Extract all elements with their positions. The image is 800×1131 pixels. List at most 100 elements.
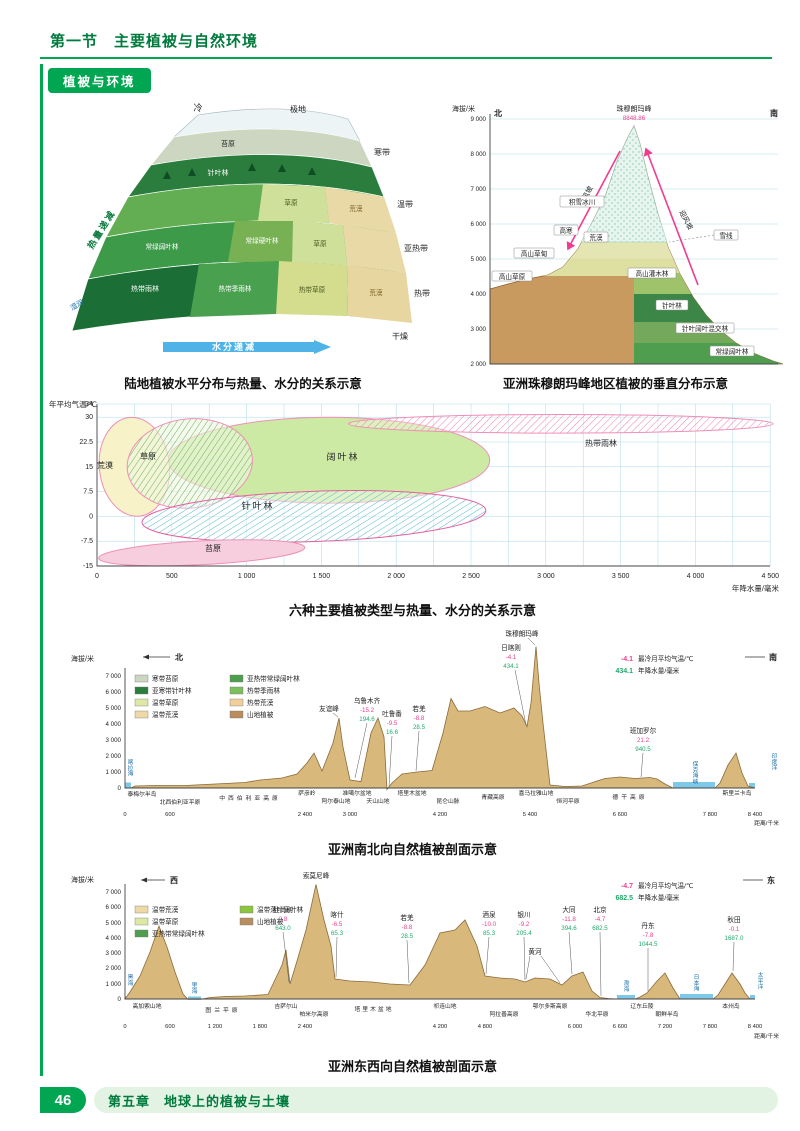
station-temp: -8.8 xyxy=(402,924,413,931)
topic-badge: 植被与环境 xyxy=(48,68,151,93)
elevation-axis-label: 海拔/米 xyxy=(71,654,94,663)
y-tick-label: 9 000 xyxy=(471,116,487,123)
station-precip: 394.6 xyxy=(561,925,577,932)
x-tick-label: 2 400 xyxy=(298,812,313,818)
alpine-meadow-label: 高山草甸 xyxy=(521,249,548,258)
region-label: 阿尔泰山地 xyxy=(322,797,351,805)
figure-everest-zonation: 背风坡 迎风坡 积雪冰川 高寒 荒漠 雪线 高山草甸 高山草原 高山灌木林 针叶… xyxy=(448,99,784,392)
mixed-forest-label: 针叶阔叶混交林 xyxy=(682,324,729,333)
region-label: 准噶尔盆地 xyxy=(343,789,372,797)
legend-item-label: 亚热带常绿阔叶林 xyxy=(247,674,300,683)
station-precip: 194.6 xyxy=(359,716,375,723)
rainforest-region xyxy=(347,414,774,434)
station-precip: 28.5 xyxy=(401,933,414,940)
windward-slope-label: 迎风坡 xyxy=(677,208,695,231)
station-name: 丹东 xyxy=(641,921,655,930)
station-precip: 940.5 xyxy=(635,746,651,753)
x-tick-label: 1 800 xyxy=(253,1024,268,1030)
x-tick-label: 7 800 xyxy=(703,812,718,818)
y-tick-label: 3 000 xyxy=(471,326,487,333)
veg-evergreen-hardleaf-label: 常绿硬叶林 xyxy=(246,236,279,245)
station-temp: -11.8 xyxy=(562,916,576,923)
snow-line-label: 雪线 xyxy=(719,231,733,240)
y-tick-label: 7 000 xyxy=(106,889,122,896)
y-tick-label: 15 xyxy=(85,464,93,471)
stat-precip-label: 年降水量/毫米 xyxy=(638,666,680,675)
stat-precip-label: 年降水量/毫米 xyxy=(638,893,680,902)
y-tick-label: 34 xyxy=(85,401,93,408)
sea-label: 里海 xyxy=(190,982,197,995)
figure4-caption: 亚洲南北向自然植被剖面示意 xyxy=(327,842,497,857)
stat-temp-value: -4.1 xyxy=(621,656,633,663)
south-label: 南 xyxy=(769,652,777,662)
legend-item-label: 温带草原 xyxy=(152,917,179,926)
veg-subtropical-steppe-label: 草原 xyxy=(313,239,327,248)
figure5-caption: 亚洲东西向自然植被剖面示意 xyxy=(327,1059,497,1074)
region-label: 恒河平原 xyxy=(556,797,579,805)
page-footer: 46 第五章 地球上的植被与土壤 xyxy=(40,1087,778,1113)
region-label: 泰梅尔半岛 xyxy=(128,790,157,798)
region-label: 图兰平原 xyxy=(205,1006,240,1014)
veg-desert-label: 荒漠 xyxy=(349,204,363,213)
station-name: 酒泉 xyxy=(482,910,496,919)
peak-elevation-label: 8848.86 xyxy=(623,115,646,122)
station-temp: 0.8 xyxy=(279,916,288,923)
cold-label: 冷 xyxy=(193,102,202,113)
left-border-rule xyxy=(40,64,43,1076)
station-precip: 643.0 xyxy=(275,925,291,932)
x-tick-label: 7 800 xyxy=(703,1024,718,1030)
figure3-caption: 六种主要植被类型与热量、水分的关系示意 xyxy=(288,603,536,618)
y-tick-label: 1 000 xyxy=(106,981,122,988)
station-name: 秋田 xyxy=(727,915,740,924)
x-tick-label: 7 200 xyxy=(658,1024,673,1030)
x-tick-label: 2 000 xyxy=(387,573,405,580)
veg-evergreen-broadleaf-label: 常绿阔叶林 xyxy=(146,242,179,251)
x-tick-label: 0 xyxy=(123,812,126,818)
veg-savanna-label: 热带草原 xyxy=(299,285,326,294)
station-precip: 434.1 xyxy=(503,663,519,670)
figure2-caption: 亚洲珠穆朗玛峰地区植被的垂直分布示意 xyxy=(502,377,728,391)
moisture-axis-label: 水分递减 xyxy=(212,341,256,352)
distance-axis-label: 距离/千米 xyxy=(754,819,779,827)
station-name: 银川 xyxy=(517,910,530,919)
page-number: 46 xyxy=(40,1087,86,1113)
alpine-shrub-label: 高山灌木林 xyxy=(636,269,669,278)
sea-label: 保克海峡 xyxy=(691,760,698,785)
region-band: 高加索山地 图兰平原 吉萨尔山 帕米尔高原 塔里木盆地 祁连山地 阿拉善高原 鄂… xyxy=(133,1002,740,1018)
desert-label: 荒漠 xyxy=(97,460,113,470)
wedge-bands xyxy=(71,108,413,332)
horizontal-distribution-illustration: 冷 极地 苔原 寒带 针叶林 温带 草原 荒漠 亚热带 常绿阔叶林 常绿硬叶林 … xyxy=(68,102,430,354)
station-name: 吐鲁番 xyxy=(382,709,402,718)
zone-temperate-label: 温带 xyxy=(397,200,413,209)
x-tick-label: 0 xyxy=(123,1024,126,1030)
y-tick-label: -15 xyxy=(83,563,93,570)
y-tick-label: 4 000 xyxy=(471,291,487,298)
stat-temp-value: -4.7 xyxy=(621,883,633,890)
stat-precip-value: 682.5 xyxy=(615,895,633,902)
x-tick-label: 600 xyxy=(165,812,175,818)
station-name: 乌鲁木齐 xyxy=(354,696,381,705)
y-tick-label: 22.5 xyxy=(79,439,93,446)
region-label: 阿拉善高原 xyxy=(490,1010,519,1018)
section-title: 第一节 主要植被与自然环境 xyxy=(50,33,259,50)
legend-item-label: 山地植被 xyxy=(257,917,284,926)
profile-terrain xyxy=(124,884,755,1000)
cold-desert-label: 荒漠 xyxy=(589,233,603,242)
zone-frigid-label: 寒带 xyxy=(374,147,390,157)
station-precip: 1687.0 xyxy=(725,935,744,942)
y-tick-label: 7.5 xyxy=(83,489,93,496)
stat-precip-value: 434.1 xyxy=(615,668,633,675)
x-tick-label: 3 000 xyxy=(343,812,358,818)
station-precip: 1044.5 xyxy=(639,941,658,948)
sea-label: 太平洋 xyxy=(756,971,763,991)
station-name: 杜尚别 xyxy=(273,905,293,914)
y-tick-label: 2 000 xyxy=(106,965,122,972)
conifer-forest-label: 针叶林 xyxy=(662,301,682,310)
station-name: 大同 xyxy=(562,905,576,914)
legend-item-label: 温带落叶阔叶林 xyxy=(257,905,304,914)
sea-label: 渤海 xyxy=(622,979,629,993)
alpine-steppe-label: 高山草原 xyxy=(499,272,526,281)
figure-horizontal-distribution: 冷 极地 苔原 寒带 针叶林 温带 草原 荒漠 亚热带 常绿阔叶林 常绿硬叶林 … xyxy=(48,99,438,392)
y-tick-label: 7 000 xyxy=(106,673,122,680)
